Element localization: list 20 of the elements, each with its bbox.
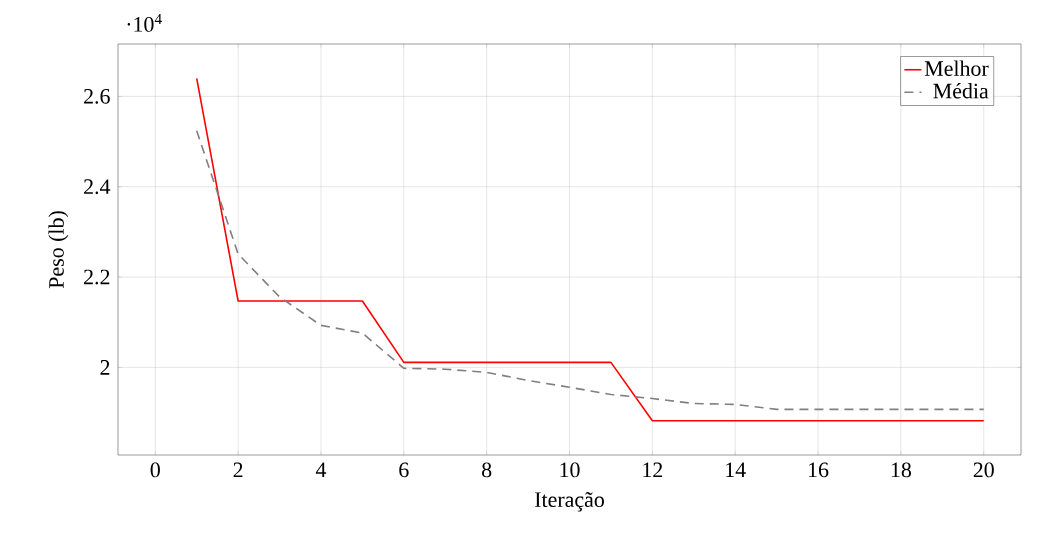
x-tick-label: 16 bbox=[809, 462, 829, 478]
x-tick-label: 14 bbox=[726, 462, 746, 477]
y-axis-title: Peso (lb) bbox=[48, 211, 69, 289]
legend-label: Melhor bbox=[924, 60, 989, 76]
legend-label: Média bbox=[933, 82, 989, 99]
text: ·10$^{4}$ bbox=[127, 13, 162, 32]
x-tick-label: 0 bbox=[150, 462, 160, 478]
x-axis-title: Iteração bbox=[535, 492, 604, 512]
x-tick-label: 8 bbox=[482, 462, 492, 478]
x-tick-label: 6 bbox=[399, 462, 409, 478]
x-tick-label: 10 bbox=[560, 462, 580, 478]
y-tick-label: 2.4 bbox=[84, 179, 111, 195]
y-tick-label: 2.6 bbox=[84, 88, 110, 104]
x-tick-label: 20 bbox=[973, 462, 994, 478]
y-tick-label: 2.2 bbox=[84, 269, 110, 285]
x-tick-label: 18 bbox=[891, 462, 912, 478]
x-tick-label: 4 bbox=[315, 462, 327, 477]
x-tick-label: 12 bbox=[643, 462, 663, 478]
y-tick-label: 2 bbox=[100, 360, 110, 375]
x-tick-label: 2 bbox=[233, 462, 243, 478]
